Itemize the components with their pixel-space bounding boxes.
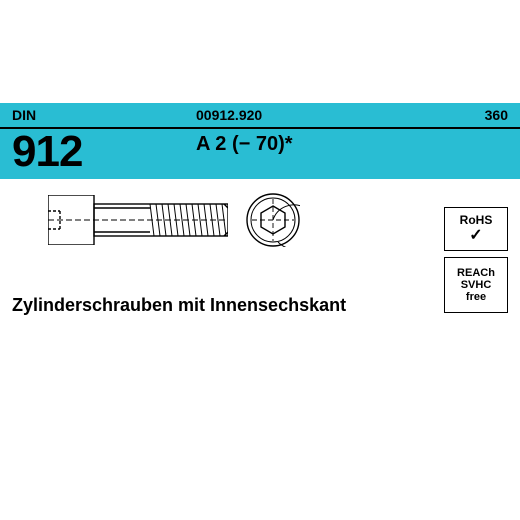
- check-icon: ✓: [469, 227, 482, 245]
- product-description: Zylinderschrauben mit Innensechskant: [12, 295, 346, 316]
- reach-line1: REACh: [457, 267, 495, 279]
- reach-badge: REACh SVHC free: [444, 257, 508, 313]
- rohs-badge: RoHS ✓: [444, 207, 508, 251]
- screw-front-view-icon: [246, 193, 300, 247]
- header-band: DIN 00912.920 360 912 A 2 (− 70)*: [0, 103, 520, 179]
- right-code: 360: [485, 107, 508, 123]
- reach-line2: SVHC: [461, 279, 492, 291]
- spec-card: DIN 00912.920 360 912 A 2 (− 70)*: [0, 103, 520, 393]
- screw-side-view-icon: [48, 195, 228, 245]
- material-spec: A 2 (− 70)*: [196, 133, 293, 156]
- header-top-row: DIN 00912.920 360: [0, 103, 520, 127]
- din-label: DIN: [12, 107, 36, 123]
- reach-line3: free: [466, 291, 486, 303]
- product-code: 00912.920: [196, 107, 262, 123]
- standard-number: 912: [12, 127, 82, 177]
- rohs-label: RoHS: [460, 214, 493, 227]
